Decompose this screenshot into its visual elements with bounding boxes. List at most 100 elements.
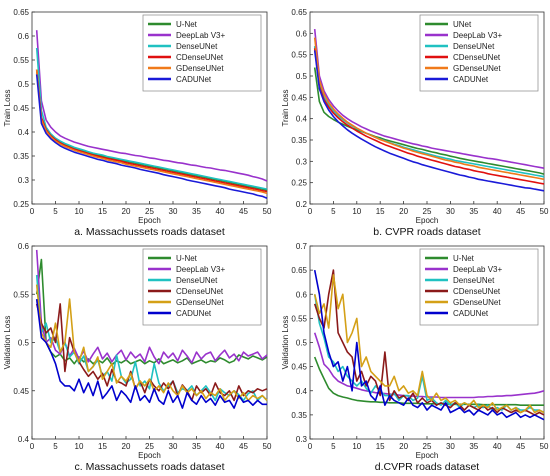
x-tick-label: 45 — [516, 442, 525, 451]
legend-label: DeepLab V3+ — [453, 265, 502, 274]
series-line-4 — [313, 48, 545, 185]
y-tick-label: 0.4 — [18, 435, 30, 444]
legend-label: CDenseUNet — [453, 287, 501, 296]
legend-label: CDenseUNet — [176, 53, 224, 62]
legend: UNet DeepLab V3+ DenseUNet CDenseUNet GDense… — [419, 14, 539, 92]
y-tick-label: 0.5 — [296, 72, 308, 81]
series-line-6 — [313, 50, 545, 192]
x-tick-label: 45 — [239, 207, 248, 216]
x-tick-label: 40 — [493, 207, 502, 216]
series-line-2 — [313, 332, 545, 399]
x-tick-label: 35 — [192, 442, 201, 451]
x-tick-label: 25 — [423, 442, 432, 451]
x-tick-label: 25 — [145, 442, 154, 451]
x-tick-label: 25 — [145, 207, 154, 216]
x-tick-label: 40 — [216, 442, 225, 451]
y-tick-label: 0.7 — [296, 242, 308, 251]
legend-label: DenseUNet — [453, 42, 495, 51]
y-tick-label: 0.45 — [291, 93, 307, 102]
x-tick-label: 5 — [53, 442, 58, 451]
x-tick-label: 35 — [469, 442, 478, 451]
x-tick-label: 5 — [53, 207, 58, 216]
series-line-5 — [35, 284, 268, 402]
legend-label: CDenseUNet — [176, 287, 224, 296]
legend-label: DeepLab V3+ — [176, 31, 225, 40]
panel-2: 0.2 0.25 0.3 0.35 0.4 0.45 0.5 0.55 0.6 0.65 0 5 10 1… — [281, 8, 549, 238]
x-tick-label: 50 — [263, 207, 272, 216]
x-tick-label: 20 — [399, 442, 408, 451]
y-tick-label: 0.6 — [18, 32, 30, 41]
y-tick-label: 0.4 — [296, 115, 308, 124]
x-tick-label: 20 — [122, 442, 131, 451]
panel-caption: b. CVPR roads dataset — [373, 226, 480, 238]
legend-label: CADUNet — [453, 75, 489, 84]
y-tick-label: 0.55 — [13, 56, 29, 65]
y-tick-label: 0.2 — [296, 200, 308, 209]
x-tick-label: 10 — [352, 442, 361, 451]
series-line-2 — [35, 249, 268, 365]
x-tick-label: 15 — [98, 207, 107, 216]
legend-label: DenseUNet — [176, 42, 218, 51]
y-tick-label: 0.55 — [13, 290, 29, 299]
x-tick-label: 40 — [216, 207, 225, 216]
y-tick-label: 0.5 — [296, 339, 308, 348]
x-tick-label: 30 — [169, 207, 178, 216]
x-axis-label: Epoch — [138, 216, 161, 225]
x-axis-label: Epoch — [138, 451, 161, 460]
panel-4: 0.3 0.35 0.4 0.45 0.5 0.55 0.6 0.65 0.7 0 5 10 15 20 2… — [281, 242, 549, 473]
x-tick-label: 35 — [192, 207, 201, 216]
y-tick-label: 0.5 — [18, 339, 30, 348]
y-tick-label: 0.35 — [13, 152, 29, 161]
x-tick-label: 10 — [75, 207, 84, 216]
x-tick-label: 20 — [399, 207, 408, 216]
x-tick-label: 0 — [30, 442, 35, 451]
legend-label: DenseUNet — [176, 276, 218, 285]
series-line-2 — [313, 29, 545, 169]
y-axis-label: Validation Loss — [281, 316, 290, 370]
y-tick-label: 0.4 — [296, 387, 308, 396]
x-tick-label: 35 — [469, 207, 478, 216]
legend-label: CADUNet — [176, 75, 212, 84]
legend: U-Net DeepLab V3+ DenseUNet CDenseUNet GDens… — [142, 248, 262, 326]
x-axis-label: Epoch — [416, 216, 439, 225]
x-tick-label: 5 — [331, 207, 336, 216]
x-tick-label: 50 — [263, 442, 272, 451]
y-axis-label: Train Loss — [281, 89, 290, 126]
x-tick-label: 10 — [75, 442, 84, 451]
y-tick-label: 0.3 — [296, 157, 308, 166]
x-tick-label: 40 — [493, 442, 502, 451]
y-tick-label: 0.35 — [291, 136, 307, 145]
series-line-1 — [35, 258, 268, 366]
legend-label: GDenseUNet — [176, 64, 224, 73]
y-tick-label: 0.55 — [291, 314, 307, 323]
series-line-1 — [313, 356, 544, 407]
x-tick-label: 45 — [516, 207, 525, 216]
y-tick-label: 0.6 — [18, 242, 30, 251]
x-tick-label: 50 — [540, 207, 549, 216]
series-line-6 — [35, 299, 267, 409]
panel-1: 0.25 0.3 0.35 0.4 0.45 0.5 0.55 0.6 0.65 0 5 10 15 20… — [3, 8, 272, 238]
legend-label: CADUNet — [453, 309, 489, 318]
y-axis-label: Train Loss — [3, 89, 12, 126]
legend-label: CDenseUNet — [453, 53, 501, 62]
x-tick-label: 15 — [376, 207, 385, 216]
legend-label: UNet — [453, 20, 472, 29]
series-line-3 — [35, 47, 268, 190]
y-tick-label: 0.45 — [13, 104, 29, 113]
y-tick-label: 0.45 — [13, 387, 29, 396]
legend: U-Net DeepLab V3+ DenseUNet CDenseUNet GDens… — [142, 14, 262, 92]
series-line-6 — [313, 269, 545, 421]
legend-label: GDenseUNet — [453, 298, 501, 307]
x-tick-label: 30 — [446, 207, 455, 216]
x-tick-label: 20 — [122, 207, 131, 216]
y-tick-label: 0.35 — [291, 411, 307, 420]
series-line-5 — [313, 37, 545, 181]
x-tick-label: 50 — [540, 442, 549, 451]
x-tick-label: 5 — [331, 442, 336, 451]
series-line-5 — [313, 274, 545, 414]
x-tick-label: 30 — [169, 442, 178, 451]
y-tick-label: 0.65 — [291, 8, 307, 17]
x-tick-label: 10 — [352, 207, 361, 216]
